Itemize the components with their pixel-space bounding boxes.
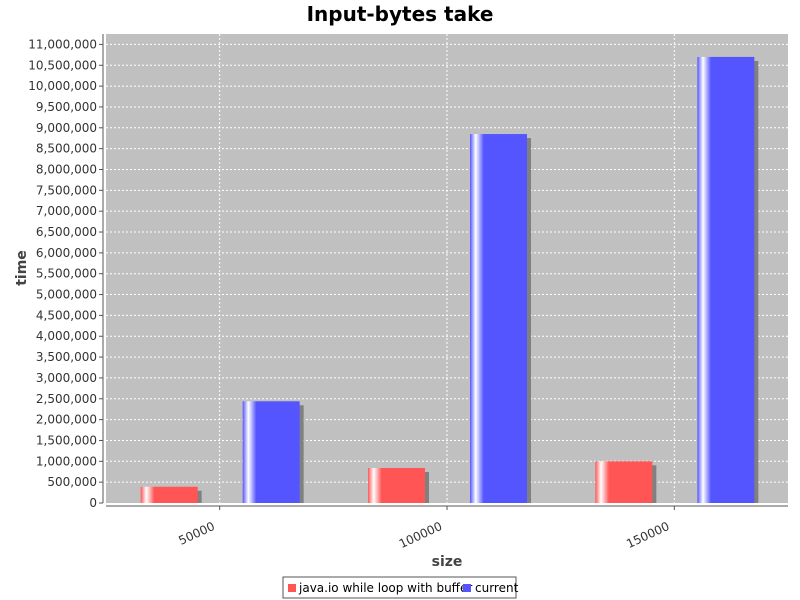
- y-tick-label: 4,500,000: [36, 308, 97, 322]
- y-tick-label: 9,000,000: [36, 121, 97, 135]
- y-tick-label: 11,000,000: [28, 37, 97, 51]
- y-axis-label: time: [14, 250, 30, 286]
- grid: [106, 34, 788, 503]
- y-tick-label: 1,000,000: [36, 454, 97, 468]
- legend-label-current: current: [475, 581, 519, 595]
- y-tick-label: 3,500,000: [36, 350, 97, 364]
- y-tick-label: 5,500,000: [36, 267, 97, 281]
- y-tick-label: 6,500,000: [36, 225, 97, 239]
- plot-area: [106, 34, 788, 503]
- y-tick-label: 7,000,000: [36, 204, 97, 218]
- y-tick-label: 500,000: [47, 475, 97, 489]
- legend-box: [282, 576, 517, 599]
- y-tick-label: 7,500,000: [36, 183, 97, 197]
- legend-swatch-java-io: [288, 584, 296, 592]
- y-tick-label: 5,000,000: [36, 288, 97, 302]
- bar-current-150000: [697, 56, 755, 503]
- y-tick-label: 10,500,000: [28, 58, 97, 72]
- x-tick-label: 100000: [397, 519, 444, 551]
- bar-java-io-150000: [595, 461, 653, 503]
- y-tick-label: 6,000,000: [36, 246, 97, 260]
- bar-java-io-100000: [368, 467, 425, 503]
- y-tick-label: 10,000,000: [28, 79, 97, 93]
- bars: [140, 56, 755, 503]
- y-tick-label: 2,000,000: [36, 413, 97, 427]
- y-tick-label: 8,500,000: [36, 142, 97, 156]
- y-axis-ticks: 0 500,000 1,000,000 1,500,000 2,000,000 2,500…: [28, 37, 103, 510]
- x-tick-label: 50000: [176, 519, 217, 548]
- y-tick-label: 9,500,000: [36, 100, 97, 114]
- bar-current-100000: [470, 134, 527, 503]
- y-tick-label: 1,500,000: [36, 433, 97, 447]
- legend-swatch-current: [463, 584, 471, 592]
- x-axis-ticks: 50000 100000 150000: [176, 506, 675, 551]
- y-tick-label: 4,000,000: [36, 329, 97, 343]
- bar-current-50000: [242, 401, 300, 503]
- x-axis-label: size: [432, 554, 463, 570]
- y-tick-label: 2,500,000: [36, 392, 97, 406]
- y-tick-label: 0: [89, 496, 97, 510]
- y-tick-label: 8,000,000: [36, 162, 97, 176]
- bar-java-io-50000: [140, 486, 198, 503]
- x-tick-label: 150000: [624, 519, 671, 551]
- chart-title: Input-bytes take: [307, 2, 494, 26]
- legend: java.io while loop with buffer current: [282, 576, 519, 599]
- legend-label-java-io: java.io while loop with buffer: [298, 581, 472, 595]
- y-tick-label: 3,000,000: [36, 371, 97, 385]
